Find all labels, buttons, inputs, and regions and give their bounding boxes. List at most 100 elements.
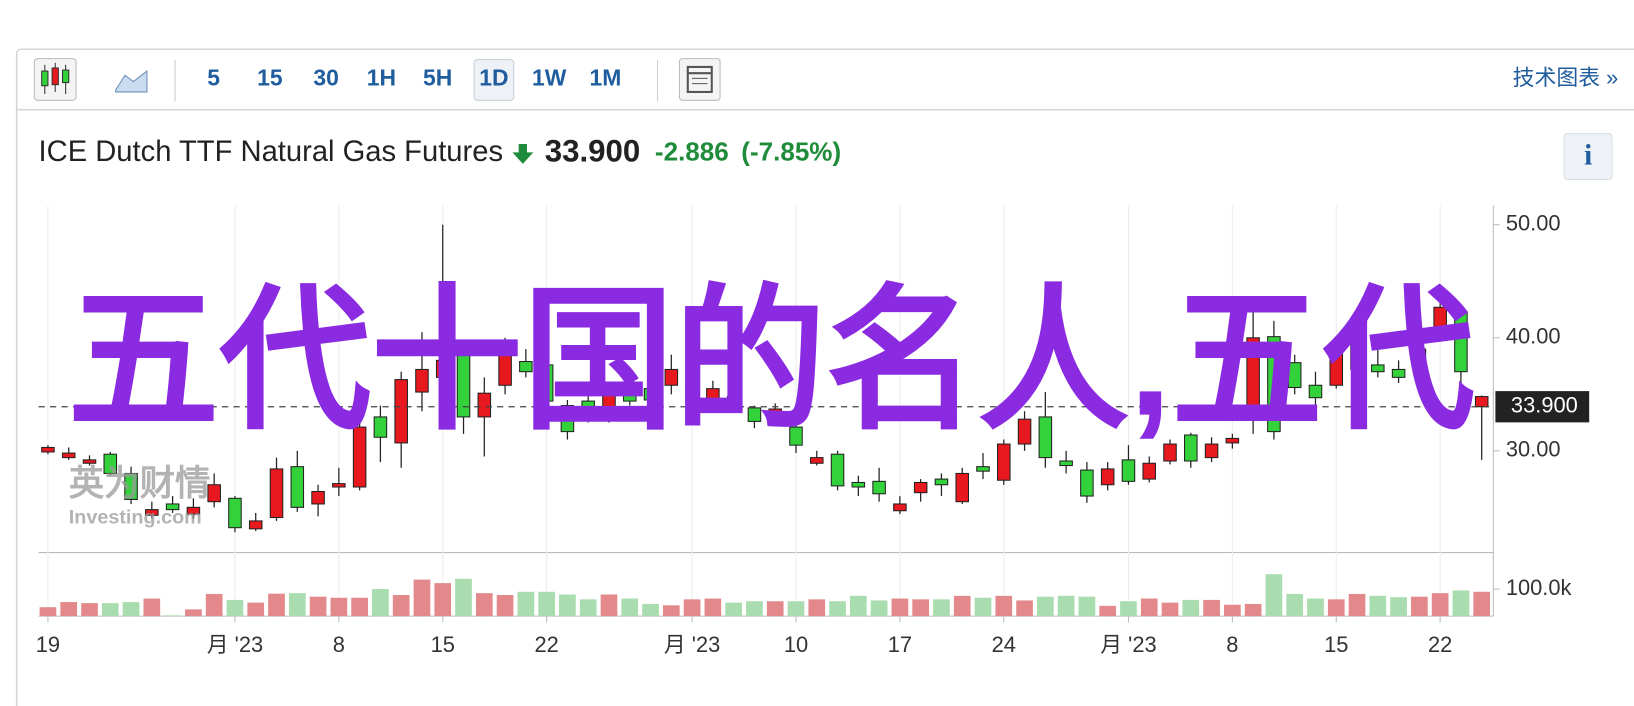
candle-icon[interactable] xyxy=(33,58,77,101)
volume-bar xyxy=(60,602,78,617)
candle-body xyxy=(622,390,637,402)
volume-bar xyxy=(1327,599,1345,617)
icon-frame[interactable] xyxy=(678,58,721,101)
candle-body xyxy=(1059,460,1073,467)
volume-bar xyxy=(1037,596,1054,617)
volume-bar xyxy=(662,605,680,617)
volume-bar xyxy=(704,598,722,617)
last-price-label: 33.900 xyxy=(1511,393,1578,418)
candle-body xyxy=(519,361,533,373)
info-icon[interactable]: i xyxy=(1584,139,1592,171)
volume-bar xyxy=(1390,597,1407,617)
candle-body xyxy=(768,408,782,419)
candle-body xyxy=(706,388,720,404)
volume-bar xyxy=(870,600,888,617)
candle-body xyxy=(415,368,429,393)
volume-bar xyxy=(829,601,846,617)
technical-chart-link[interactable]: 技术图表 » xyxy=(1513,65,1619,90)
candle-body xyxy=(311,491,325,505)
volume-bar xyxy=(372,589,389,617)
watermark-brand: 英为财情 xyxy=(69,463,211,503)
volume-bar xyxy=(1265,574,1283,617)
area-icon[interactable] xyxy=(115,70,148,93)
price-change-percent: (-7.85%) xyxy=(741,136,841,166)
candle-body xyxy=(934,478,949,486)
volume-bar xyxy=(1016,600,1033,617)
volume-bar xyxy=(39,607,57,617)
candle-body xyxy=(726,396,741,400)
layout-icon[interactable] xyxy=(678,58,721,101)
x-tick-label: 19 xyxy=(36,632,60,657)
volume-bar xyxy=(891,598,909,617)
candle-body xyxy=(41,446,55,453)
volume-bar xyxy=(787,601,805,617)
candle-body xyxy=(269,468,284,519)
volume-bar xyxy=(143,598,161,617)
candle-body xyxy=(1142,462,1157,480)
volume-bar xyxy=(642,603,659,617)
volume-bar xyxy=(746,601,763,617)
candle-body xyxy=(477,392,492,418)
volume-tick-label: 100.0k xyxy=(1506,575,1572,600)
volume-bar xyxy=(683,599,701,617)
interval-button[interactable]: 5H xyxy=(423,64,452,90)
volume-bar xyxy=(1286,593,1304,617)
volume-bar xyxy=(912,599,930,617)
volume-bar xyxy=(1078,596,1096,617)
candle-body xyxy=(643,388,658,401)
candle-body xyxy=(1184,434,1198,462)
info-box[interactable] xyxy=(1563,133,1613,181)
candle-body xyxy=(435,359,450,378)
interval-button[interactable]: 1M xyxy=(590,64,622,90)
interval-button[interactable]: 30 xyxy=(313,64,338,90)
volume-bar xyxy=(974,597,992,617)
candle-body xyxy=(1204,443,1219,459)
volume-bar xyxy=(1411,596,1428,617)
candle-body xyxy=(103,453,118,474)
candle-body xyxy=(830,453,845,487)
watermark-site: Investing.com xyxy=(69,506,202,528)
interval-button[interactable]: 1D xyxy=(479,64,508,90)
volume-bar xyxy=(226,599,244,617)
interval-button[interactable]: 1H xyxy=(367,64,396,90)
price-change: -2.886 xyxy=(655,136,729,166)
interval-button[interactable]: 15 xyxy=(257,64,283,90)
volume-bar xyxy=(330,597,348,617)
candle-body xyxy=(82,459,97,464)
volume-bar xyxy=(1431,593,1449,617)
candle-body xyxy=(851,481,866,488)
candle-body xyxy=(394,379,408,444)
candle-body xyxy=(124,472,138,500)
volume-bar xyxy=(164,615,181,617)
candle-body xyxy=(61,452,76,459)
x-tick-label: 8 xyxy=(1226,632,1238,657)
candle-body xyxy=(1017,418,1032,445)
volume-bar xyxy=(1348,593,1366,617)
panel xyxy=(15,48,1634,706)
volume-bar xyxy=(81,603,98,617)
candle-body xyxy=(248,520,263,530)
volume-bar xyxy=(1120,601,1137,617)
candle-body xyxy=(664,368,679,386)
candle-body xyxy=(1287,362,1302,389)
candle-body xyxy=(809,457,824,464)
volume-bar xyxy=(1307,598,1324,617)
interval-button[interactable]: 5 xyxy=(207,64,220,90)
volume-bar xyxy=(538,591,555,617)
x-tick-label: 17 xyxy=(888,632,912,657)
candle-body xyxy=(1371,364,1385,373)
interval-button[interactable]: 1W xyxy=(532,64,567,90)
candle-body xyxy=(1474,396,1489,408)
volume-bar xyxy=(621,598,639,617)
selected-interval-box xyxy=(473,59,515,101)
volume-bar xyxy=(101,603,119,617)
candle-body xyxy=(1080,469,1094,497)
candle-body xyxy=(1100,468,1115,486)
overlay-text: 五代十国的名人,五代 xyxy=(68,274,1475,449)
candle-body xyxy=(893,503,907,512)
candle-body xyxy=(1454,311,1468,373)
candle-body xyxy=(872,480,886,495)
x-tick-label: 22 xyxy=(1428,632,1452,657)
volume-bar xyxy=(475,593,493,617)
volume-bar xyxy=(559,594,576,617)
